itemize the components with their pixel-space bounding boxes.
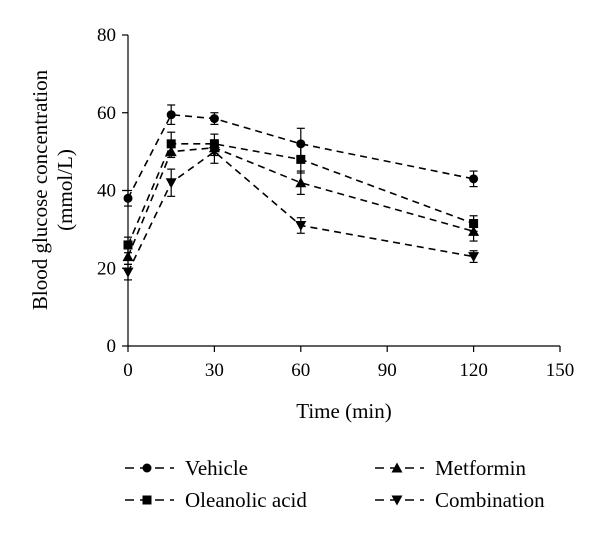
legend-item-metformin: Metformin [375, 456, 526, 480]
data-point [123, 193, 133, 203]
data-point [295, 220, 307, 231]
legend-item-oleanolic-acid: Oleanolic acid [125, 488, 307, 512]
legend-label-combination: Combination [435, 488, 545, 512]
y-tick-label-60: 60 [97, 103, 116, 124]
data-point [165, 178, 177, 189]
data-point [208, 147, 220, 158]
data-point [166, 139, 176, 149]
series-layer [122, 104, 480, 281]
data-point [295, 177, 307, 188]
legend-marker [391, 495, 403, 506]
data-point [468, 252, 480, 263]
y-tick-label-80: 80 [97, 25, 116, 46]
x-tick-label-60: 60 [291, 360, 310, 381]
legend-marker [142, 495, 152, 505]
legend-marker [142, 463, 152, 473]
data-point [296, 154, 306, 164]
legend-marker [391, 462, 403, 473]
series-combination [122, 139, 480, 281]
x-tick-label-0: 0 [123, 360, 133, 381]
y-axis-title-line-1: Blood glucose concentration [28, 69, 52, 310]
legend-label-vehicle: Vehicle [185, 456, 248, 480]
data-point [123, 240, 133, 250]
x-tick-label-150: 150 [546, 360, 575, 381]
series-line [127, 143, 474, 246]
legend-label-metformin: Metformin [435, 456, 526, 480]
y-axis-title: Blood glucose concentration (mmol/L) [28, 69, 77, 310]
series-vehicle [123, 104, 479, 207]
y-tick-label-40: 40 [97, 181, 116, 202]
legend-label-oleanolic-acid: Oleanolic acid [185, 488, 307, 512]
x-axis-title: Time (min) [296, 399, 391, 423]
data-point [209, 114, 219, 124]
data-point [122, 251, 134, 262]
legend-item-combination: Combination [375, 488, 545, 512]
series-line [127, 150, 474, 273]
data-point [166, 110, 176, 120]
axes: 0 20 40 60 80 0 30 60 90 120 150 [97, 25, 574, 381]
legend: Vehicle Metformin Oleanolic acid Combinatio… [125, 456, 545, 512]
x-tick-label-30: 30 [205, 360, 224, 381]
y-tick-label-20: 20 [97, 258, 116, 279]
y-axis-title-line-2: (mmol/L) [53, 149, 77, 231]
data-point [122, 267, 134, 278]
data-point [469, 174, 479, 184]
x-tick-label-90: 90 [378, 360, 397, 381]
data-point [469, 219, 479, 229]
x-tick-label-120: 120 [459, 360, 488, 381]
legend-item-vehicle: Vehicle [125, 456, 248, 480]
y-tick-label-0: 0 [107, 336, 117, 357]
